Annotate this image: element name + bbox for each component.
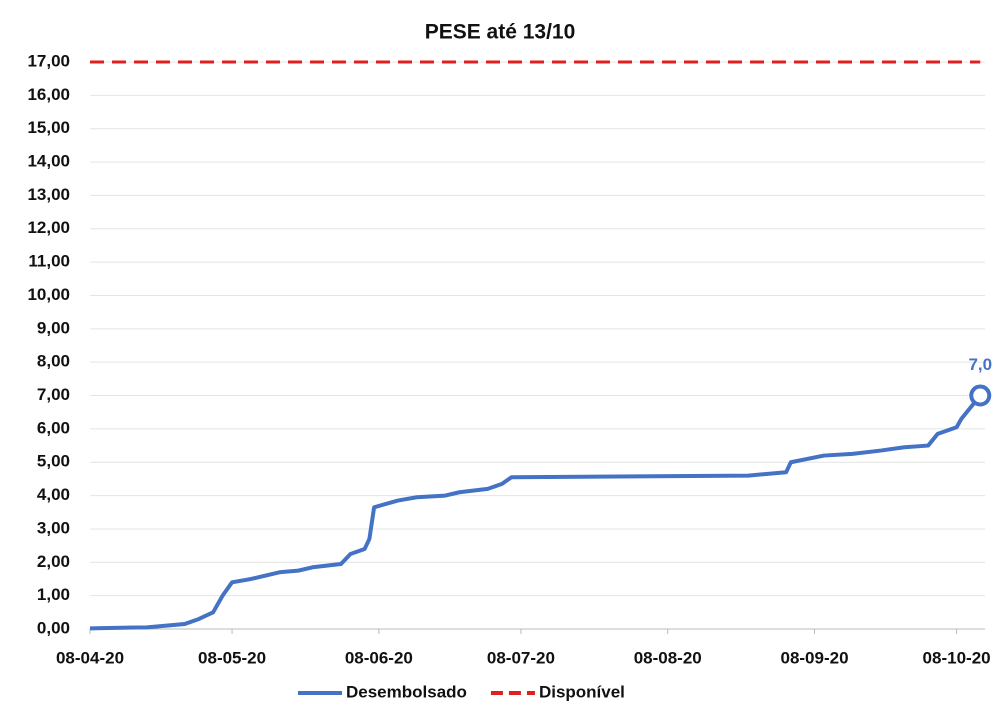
x-tick-label: 08-07-20: [487, 648, 555, 667]
legend-label: Disponível: [539, 682, 625, 701]
x-tick-label: 08-05-20: [198, 648, 266, 667]
y-tick-label: 4,00: [37, 485, 70, 504]
x-tick-label: 08-09-20: [780, 648, 848, 667]
y-tick-label: 8,00: [37, 352, 70, 371]
y-tick-label: 3,00: [37, 518, 70, 537]
x-tick-label: 08-10-20: [923, 648, 991, 667]
line: [89, 394, 982, 631]
x-tick-label: 08-06-20: [345, 648, 413, 667]
point-marker: [969, 384, 992, 407]
y-tick-label: 1,00: [37, 585, 70, 604]
y-tick-label: 17,00: [27, 51, 70, 70]
y-tick-label: 6,00: [37, 418, 70, 437]
y-tick-label: 14,00: [27, 152, 70, 171]
y-tick-label: 7,00: [37, 385, 70, 404]
y-tick-label: 12,00: [27, 218, 70, 237]
y-tick-label: 16,00: [27, 85, 70, 104]
y-tick-label: 13,00: [27, 185, 70, 204]
x-tick-label: 08-08-20: [634, 648, 702, 667]
y-tick-label: 10,00: [27, 285, 70, 304]
chart-title: PESE até 13/10: [425, 21, 576, 44]
y-tick-label: 2,00: [37, 552, 70, 571]
x-tick-label: 08-04-20: [56, 648, 124, 667]
y-tick-label: 0,00: [37, 618, 70, 637]
y-tick-label: 15,00: [27, 118, 70, 137]
y-tick-label: 11,00: [28, 252, 70, 271]
y-tick-label: 9,00: [37, 318, 70, 337]
data-label: 7,0: [968, 355, 992, 374]
legend-label: Desembolsado: [346, 682, 467, 701]
y-tick-label: 5,00: [37, 452, 70, 471]
